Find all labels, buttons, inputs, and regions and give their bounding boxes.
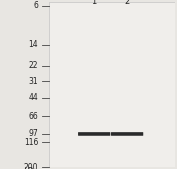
FancyBboxPatch shape (111, 132, 143, 136)
Text: 200: 200 (24, 163, 38, 169)
Text: 14: 14 (28, 40, 38, 49)
Text: 2: 2 (124, 0, 130, 6)
Text: 1: 1 (92, 0, 97, 6)
Text: 31: 31 (28, 77, 38, 86)
Text: 44: 44 (28, 93, 38, 102)
Text: 22: 22 (29, 61, 38, 70)
Text: 6: 6 (33, 1, 38, 10)
Text: 97: 97 (28, 129, 38, 138)
FancyBboxPatch shape (78, 132, 110, 136)
Text: kDa: kDa (23, 167, 38, 169)
Bar (49, 2, 175, 167)
Text: 66: 66 (28, 112, 38, 121)
Text: 116: 116 (24, 138, 38, 147)
